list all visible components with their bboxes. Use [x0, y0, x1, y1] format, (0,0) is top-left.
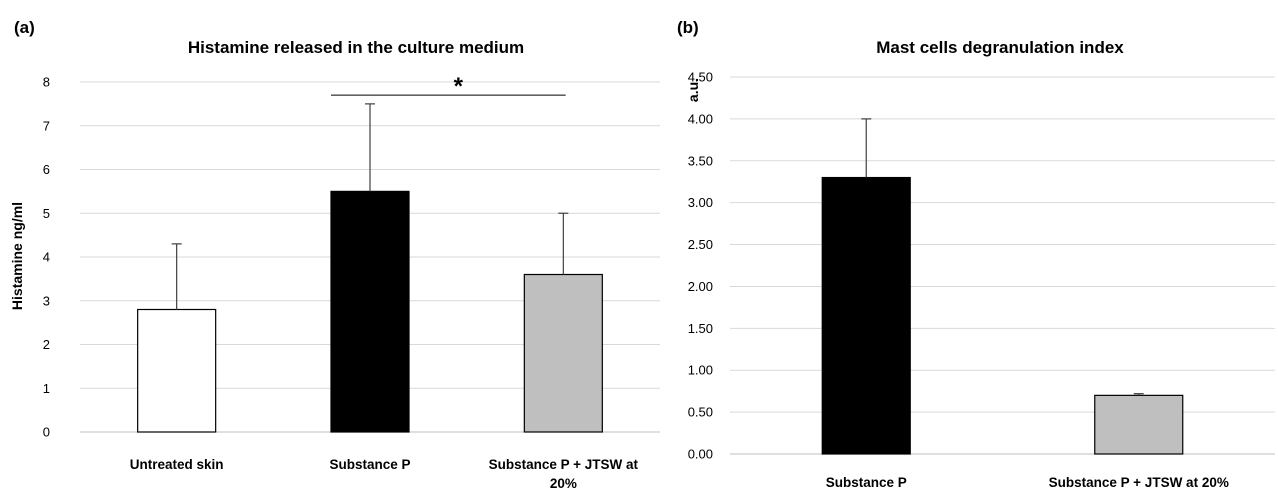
- bar: [523, 273, 603, 433]
- x-category-label: 20%: [550, 476, 577, 491]
- x-category-label: Substance P: [826, 475, 907, 490]
- chart-title-b: Mast cells degranulation index: [876, 38, 1124, 57]
- y-tick-label: 8: [43, 75, 50, 90]
- y-tick-label: 0: [43, 425, 50, 440]
- y-tick-label: 4.50: [688, 70, 713, 85]
- bars-b: [821, 176, 1184, 455]
- error-bars-b: [861, 118, 1144, 396]
- y-tick-label: 4.00: [688, 111, 713, 126]
- x-categories-b: Substance P Substance P + JTSW at 20%: [826, 475, 1229, 490]
- x-category-label: Substance P + JTSW at 20%: [1049, 475, 1229, 490]
- y-tick-label: 3: [43, 293, 50, 308]
- y-tick-label: 0.50: [688, 405, 713, 420]
- y-tick-label: 2.50: [688, 237, 713, 252]
- bar: [821, 176, 911, 455]
- bar: [330, 190, 410, 433]
- y-tick-label: 4: [43, 250, 50, 265]
- y-tick-label: 2: [43, 337, 50, 352]
- x-category-label: Substance P + JTSW at: [489, 457, 639, 472]
- y-tick-label: 1: [43, 381, 50, 396]
- y-tick-label: 5: [43, 206, 50, 221]
- y-tick-label: 1.50: [688, 321, 713, 336]
- y-ticks-a: 0 1 2 3 4 5 6 7 8: [43, 75, 50, 440]
- x-categories-a: Untreated skin Substance P Substance P + J…: [130, 457, 639, 491]
- y-tick-label: 0.00: [688, 447, 713, 462]
- y-axis-label-a: Histamine ng/ml: [9, 202, 25, 310]
- y-axis-label-b: a.u.: [685, 78, 701, 102]
- significance-marker: *: [454, 73, 464, 100]
- chart-panel-a: (a) Histamine released in the culture me…: [9, 18, 660, 491]
- y-tick-label: 2.00: [688, 279, 713, 294]
- y-tick-label: 6: [43, 162, 50, 177]
- panel-label-b: (b): [677, 18, 699, 37]
- bar: [137, 308, 217, 433]
- chart-panel-b: (b) Mast cells degranulation index a.u. …: [677, 18, 1275, 490]
- bar: [1094, 394, 1184, 455]
- significance-a: *: [331, 73, 566, 100]
- error-bars-a: [171, 103, 569, 310]
- bars-a: [137, 190, 603, 433]
- x-category-label: Untreated skin: [130, 457, 224, 472]
- gridlines-b: [730, 76, 1275, 455]
- y-tick-label: 3.50: [688, 153, 713, 168]
- y-tick-label: 3.00: [688, 195, 713, 210]
- x-category-label: Substance P: [329, 457, 410, 472]
- y-ticks-b: 0.00 0.50 1.00 1.50 2.00 2.50 3.00 3.50 4.00 4.50: [688, 70, 713, 462]
- y-tick-label: 7: [43, 118, 50, 133]
- chart-title-a: Histamine released in the culture medium: [188, 38, 524, 57]
- panel-label-a: (a): [14, 18, 35, 37]
- y-tick-label: 1.00: [688, 363, 713, 378]
